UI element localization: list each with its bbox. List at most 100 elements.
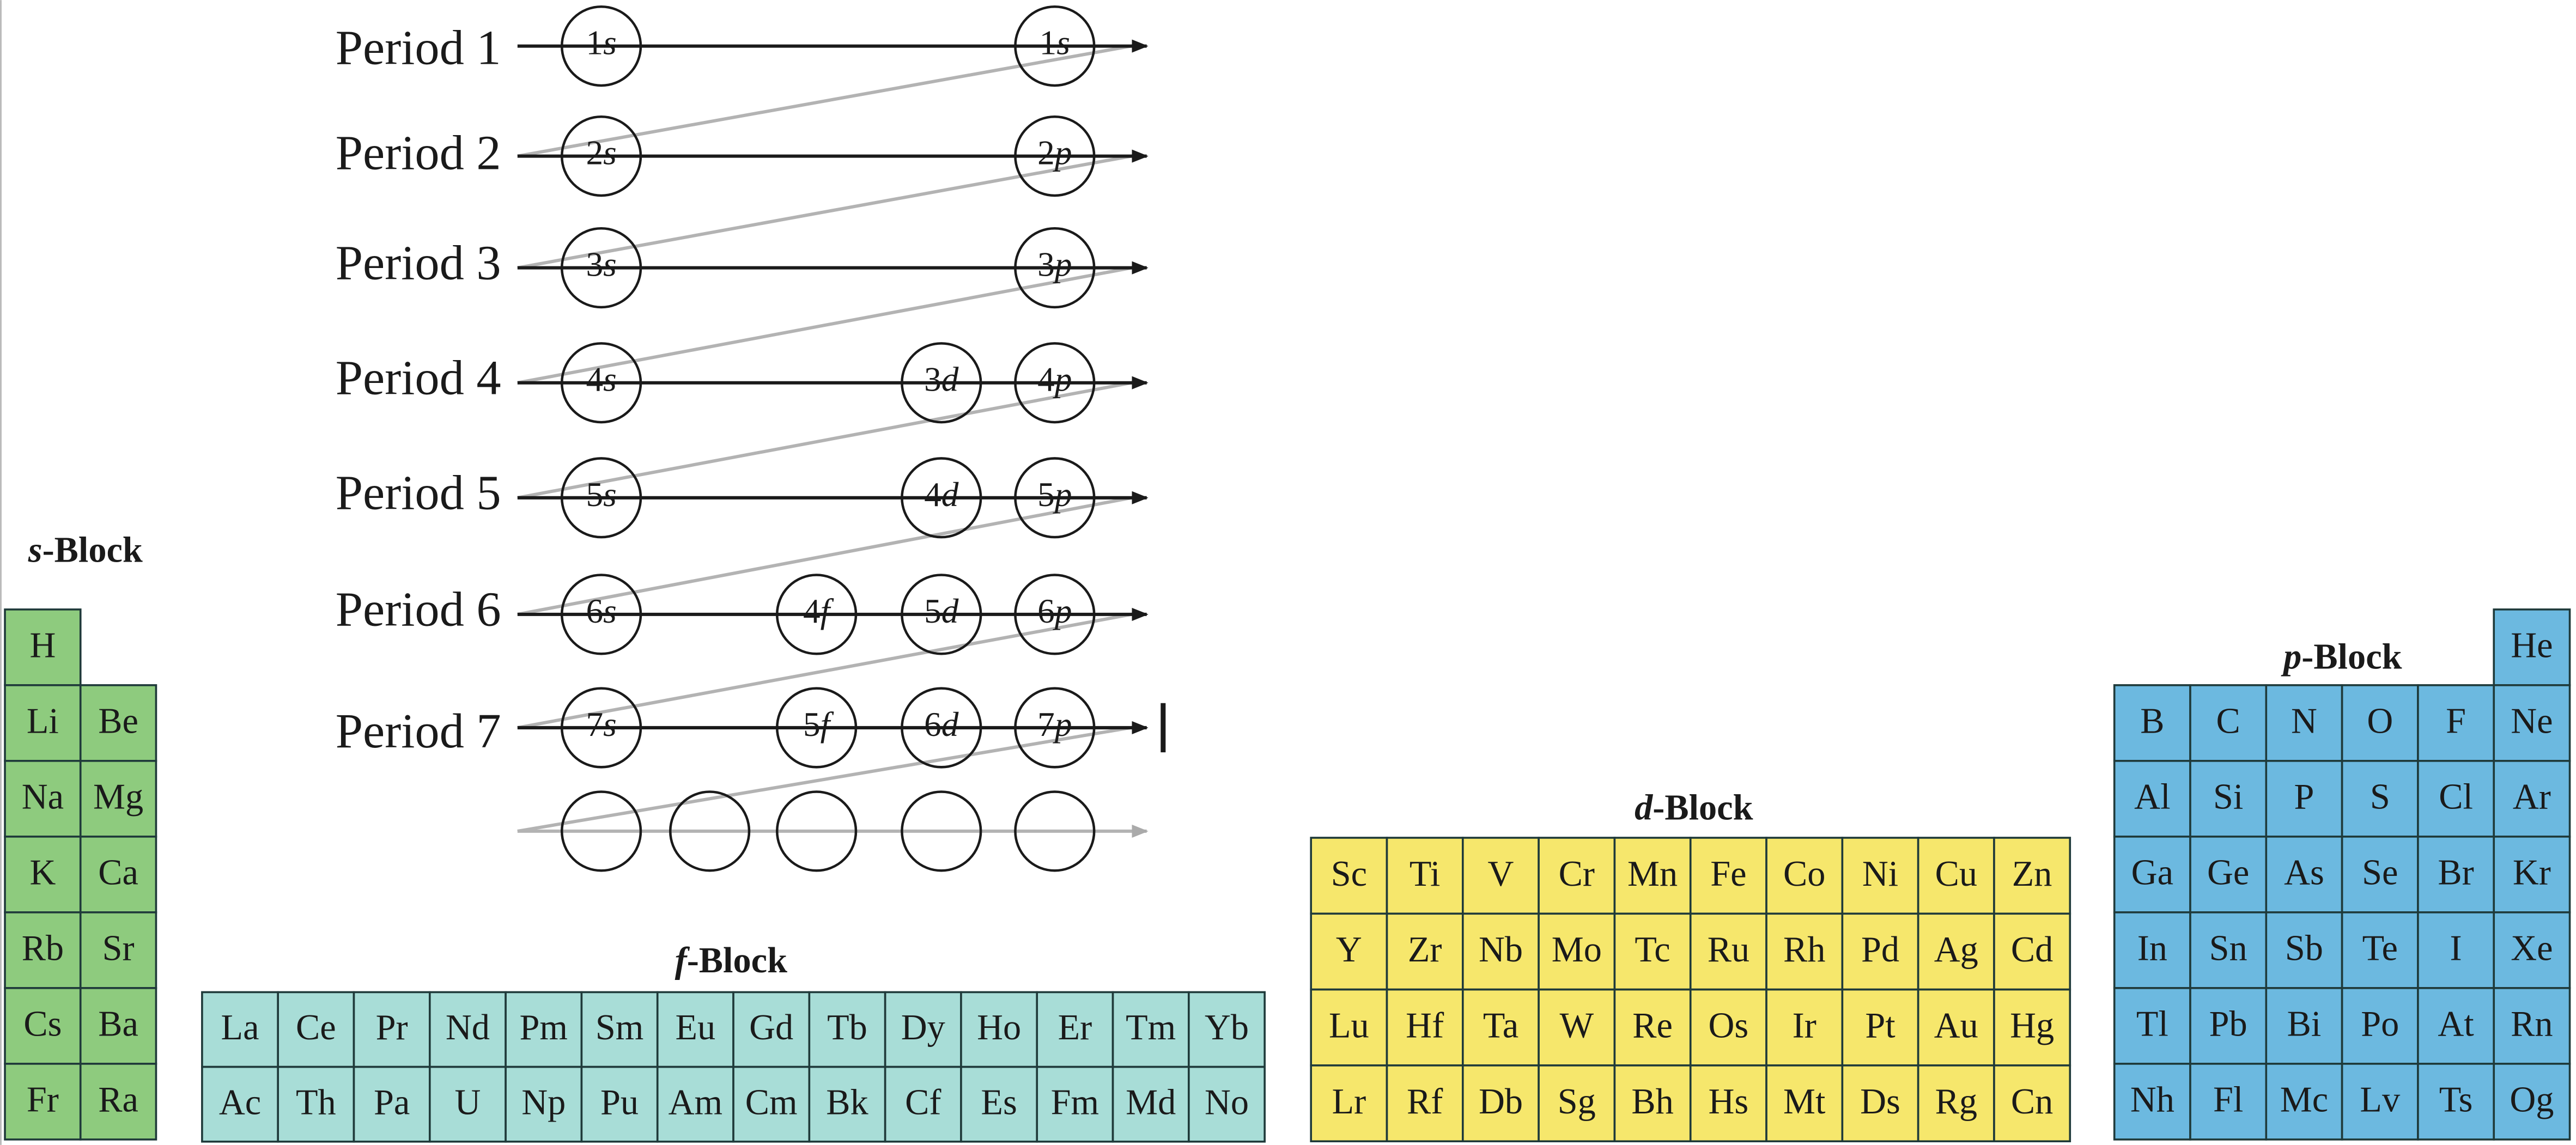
element-cell	[1386, 912, 1464, 991]
element-symbol: Ds	[1860, 1082, 1900, 1122]
element-symbol: Pb	[2209, 1004, 2247, 1044]
element-symbol: Zn	[2012, 854, 2052, 894]
element-cell	[2189, 987, 2268, 1065]
element-cell	[2341, 1063, 2419, 1141]
element-symbol: Bk	[826, 1082, 868, 1122]
orbital-label: 5d	[924, 592, 959, 630]
element-symbol: Li	[27, 702, 59, 741]
element-symbol: Cd	[2011, 930, 2053, 970]
text-part: 1	[1040, 23, 1057, 62]
orbital	[560, 5, 642, 87]
element-symbol: Sg	[1558, 1082, 1596, 1122]
text-part: s	[603, 592, 617, 630]
element-symbol: At	[2438, 1004, 2474, 1044]
element-symbol: Ag	[1934, 930, 1978, 970]
text-part: s	[603, 245, 617, 283]
element-symbol: Ge	[2207, 853, 2249, 893]
text-part: 1	[586, 23, 603, 62]
element-cell	[1841, 837, 1919, 915]
element-cell	[1613, 988, 1692, 1067]
element-symbol: Ac	[219, 1082, 261, 1122]
element-symbol: S	[2370, 777, 2390, 817]
text-part: 3	[1037, 245, 1055, 283]
element-symbol: Tc	[1635, 930, 1670, 970]
orbital-label: 4f	[803, 592, 834, 630]
element-cell	[2417, 987, 2495, 1065]
text-part: s	[603, 705, 617, 743]
element-symbol: Kr	[2513, 853, 2551, 893]
element-symbol: Db	[1479, 1082, 1523, 1122]
element-symbol: Og	[2510, 1080, 2554, 1120]
element-symbol: O	[2367, 702, 2393, 741]
element-symbol: Sr	[102, 929, 135, 969]
element-cell	[1993, 912, 2071, 991]
element-cell	[1111, 1065, 1190, 1143]
element-symbol: K	[29, 853, 56, 893]
element-cell	[1036, 1065, 1114, 1143]
element-cell	[2417, 1063, 2495, 1141]
orbital-label: 6p	[1037, 592, 1072, 630]
element-cell	[4, 760, 82, 838]
element-symbol: Dy	[901, 1008, 945, 1047]
element-symbol: Zr	[1408, 930, 1442, 970]
text-part: f	[821, 592, 834, 630]
text-part: s	[603, 133, 617, 172]
element-symbol: Bh	[1631, 1082, 1673, 1122]
element-cell	[2265, 1063, 2343, 1141]
element-symbol: Sn	[2209, 929, 2247, 969]
orbital	[1014, 342, 1096, 424]
text-part: 3	[924, 360, 941, 398]
element-symbol: Pd	[1861, 930, 1899, 970]
element-symbol: Mg	[93, 777, 143, 817]
orbital-label: 3s	[586, 245, 616, 283]
orbital	[1014, 227, 1096, 309]
text-part: f	[821, 705, 834, 743]
text-part: 2	[1037, 133, 1055, 172]
element-cell	[580, 1065, 659, 1143]
period-label: Period 6	[336, 582, 501, 637]
element-symbol: Rn	[2511, 1004, 2553, 1044]
fill-order-line	[517, 153, 1141, 270]
text-part: 5	[1037, 475, 1055, 513]
element-cell	[1462, 1064, 1540, 1143]
element-symbol: Lv	[2360, 1080, 2401, 1120]
element-cell	[2189, 1063, 2268, 1141]
element-cell	[1993, 1064, 2071, 1143]
element-cell	[4, 1063, 82, 1141]
orbital	[901, 457, 982, 539]
fill-order-line	[517, 494, 1141, 616]
fill-order-line	[517, 42, 1141, 158]
element-cell	[79, 836, 157, 913]
element-cell	[2189, 836, 2268, 913]
element-cell	[2417, 911, 2495, 989]
element-symbol: Ca	[98, 853, 138, 893]
orbital-label: 5f	[803, 705, 834, 743]
element-cell	[1538, 1064, 1616, 1143]
element-cell	[353, 1065, 431, 1143]
orbital	[560, 227, 642, 309]
text-part: 4	[586, 360, 603, 398]
period-label: Period 3	[336, 235, 501, 290]
element-symbol: Fm	[1051, 1082, 1099, 1122]
element-cell	[1462, 837, 1540, 915]
element-symbol: Gd	[749, 1008, 793, 1047]
element-cell	[732, 1065, 811, 1143]
empty-orbital	[560, 790, 642, 872]
orbital	[775, 687, 858, 769]
text-part: 5	[586, 475, 603, 513]
period-label: Period 2	[336, 125, 501, 180]
element-symbol: Cr	[1559, 854, 1595, 894]
element-cell	[2265, 836, 2343, 913]
orbital	[901, 574, 982, 655]
element-symbol: Yb	[1205, 1008, 1249, 1047]
orbital-label: 7p	[1037, 705, 1072, 743]
element-cell	[2417, 836, 2495, 913]
element-symbol: Cn	[2011, 1082, 2053, 1122]
element-cell	[1310, 912, 1388, 991]
orbital	[560, 574, 642, 655]
element-symbol: Ti	[1409, 854, 1441, 894]
element-symbol: Ru	[1708, 930, 1749, 970]
orbital-label: 5s	[586, 475, 616, 513]
element-cell	[2113, 911, 2191, 989]
